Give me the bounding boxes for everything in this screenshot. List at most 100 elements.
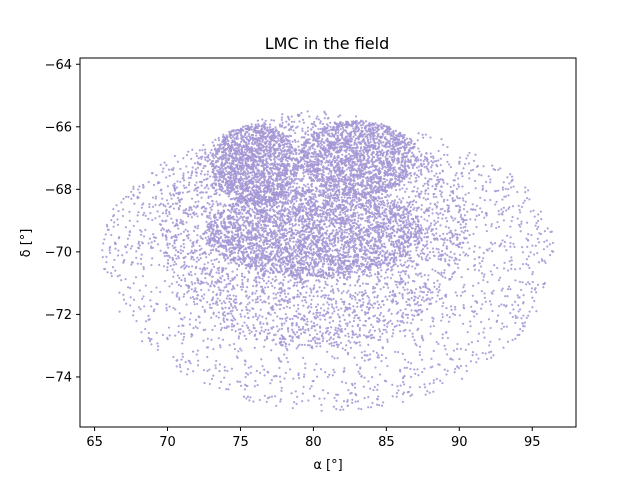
data-point — [516, 190, 519, 194]
data-point — [144, 214, 147, 217]
data-point — [352, 294, 355, 297]
data-point — [391, 332, 395, 335]
data-point — [238, 302, 242, 306]
data-point — [125, 251, 128, 254]
data-point — [306, 183, 309, 186]
data-point — [193, 303, 196, 306]
data-point — [348, 153, 351, 156]
data-point — [351, 336, 354, 339]
data-point — [166, 262, 169, 265]
data-point — [473, 250, 476, 253]
data-point — [167, 202, 170, 205]
data-point — [234, 256, 237, 259]
data-point — [420, 334, 424, 338]
data-point — [349, 284, 352, 287]
data-point — [344, 306, 347, 309]
data-point — [524, 191, 527, 194]
data-point — [351, 331, 354, 334]
data-point — [217, 337, 220, 340]
data-point — [187, 215, 190, 218]
data-point — [242, 209, 246, 212]
data-point — [307, 329, 310, 332]
data-point — [316, 290, 319, 293]
data-point — [451, 232, 454, 235]
data-point — [392, 328, 395, 331]
data-point — [313, 324, 316, 327]
data-point — [441, 382, 444, 385]
data-point — [427, 168, 430, 171]
data-point — [188, 360, 191, 363]
data-point — [435, 160, 438, 163]
data-point — [418, 386, 421, 389]
data-point — [310, 182, 314, 185]
data-point — [443, 209, 446, 213]
data-point — [376, 307, 380, 310]
data-point — [298, 377, 301, 380]
data-point — [449, 185, 452, 189]
data-point — [122, 208, 125, 211]
data-point — [225, 272, 228, 276]
data-point — [436, 201, 439, 204]
data-point — [290, 120, 293, 123]
data-point — [449, 194, 452, 197]
data-point — [381, 254, 384, 257]
data-point — [456, 294, 459, 297]
data-point — [536, 252, 539, 255]
data-point — [419, 308, 422, 311]
data-point — [426, 236, 429, 239]
data-point — [468, 177, 471, 180]
data-point — [310, 185, 313, 188]
data-point — [438, 289, 441, 292]
data-point — [280, 360, 283, 363]
data-point — [219, 277, 223, 280]
data-point — [469, 169, 473, 172]
data-point — [405, 266, 408, 269]
data-point — [404, 251, 407, 254]
data-point — [304, 322, 307, 326]
data-point — [269, 271, 272, 275]
data-point — [318, 280, 321, 283]
data-point — [357, 206, 360, 209]
data-point — [306, 344, 310, 347]
data-point — [331, 355, 334, 358]
data-point — [456, 342, 459, 346]
data-point — [485, 190, 488, 193]
data-point — [252, 400, 255, 403]
data-point — [289, 200, 292, 203]
data-point — [408, 304, 412, 307]
data-point — [326, 283, 329, 287]
data-point — [175, 263, 178, 266]
data-point — [279, 400, 282, 403]
data-point — [401, 145, 404, 148]
data-point — [240, 275, 244, 278]
data-point — [529, 210, 532, 213]
data-point — [223, 286, 226, 289]
data-point — [206, 337, 209, 340]
data-point — [367, 343, 370, 346]
data-point — [185, 165, 188, 168]
data-point — [308, 115, 311, 118]
data-point — [182, 174, 185, 177]
data-point — [477, 332, 480, 335]
data-point — [206, 216, 209, 219]
data-point — [129, 296, 132, 299]
data-point — [182, 238, 186, 242]
data-point — [470, 208, 473, 211]
data-point — [277, 205, 280, 208]
chart-title: LMC in the field — [265, 34, 390, 53]
data-point — [316, 342, 319, 345]
data-point — [212, 144, 215, 147]
data-point — [310, 298, 313, 301]
data-point — [297, 140, 300, 143]
data-point — [416, 368, 419, 371]
data-point — [378, 314, 382, 317]
data-point — [509, 173, 512, 176]
data-point — [497, 213, 501, 216]
data-point — [211, 200, 214, 203]
data-point — [456, 243, 459, 246]
data-point — [252, 285, 255, 288]
data-point — [195, 353, 198, 356]
data-point — [440, 319, 443, 322]
data-point — [351, 401, 354, 404]
data-point — [169, 194, 172, 197]
